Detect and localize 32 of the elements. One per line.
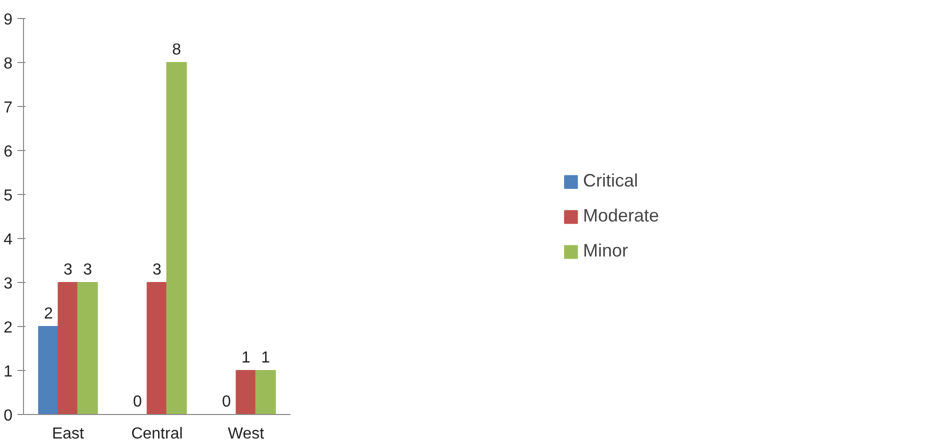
x-tick-label: Central bbox=[131, 426, 183, 442]
y-tick-label: 4 bbox=[4, 232, 13, 248]
y-tick-label: 8 bbox=[4, 56, 13, 72]
bar bbox=[166, 62, 187, 414]
legend-label: Minor bbox=[582, 240, 628, 262]
bar bbox=[146, 282, 168, 414]
y-tick-label: 1 bbox=[4, 364, 13, 380]
y-tick-label: 7 bbox=[4, 100, 13, 116]
data-label: 3 bbox=[152, 262, 162, 278]
y-tick-label: 2 bbox=[4, 320, 13, 336]
bar bbox=[58, 282, 78, 414]
legend-label: Critical bbox=[582, 170, 638, 192]
bar bbox=[38, 326, 59, 414]
data-label: 3 bbox=[83, 262, 92, 278]
data-label: 1 bbox=[261, 350, 270, 366]
bar bbox=[236, 370, 256, 414]
y-tick-label: 6 bbox=[4, 144, 13, 160]
data-label: 2 bbox=[44, 306, 53, 322]
y-tick-label: 9 bbox=[4, 12, 13, 28]
y-tick-label: 3 bbox=[4, 276, 13, 292]
data-label: 3 bbox=[64, 262, 73, 278]
bar bbox=[77, 282, 98, 414]
data-label: 0 bbox=[132, 394, 142, 410]
data-label: 0 bbox=[222, 394, 231, 410]
y-tick-label: 0 bbox=[4, 408, 13, 424]
x-tick-label: East bbox=[52, 426, 85, 442]
legend-label: Moderate bbox=[582, 206, 660, 226]
data-label: 8 bbox=[172, 42, 182, 58]
bar bbox=[255, 370, 276, 414]
data-label: 1 bbox=[242, 350, 251, 366]
y-tick-label: 5 bbox=[4, 188, 13, 204]
x-tick-label: West bbox=[228, 426, 265, 442]
